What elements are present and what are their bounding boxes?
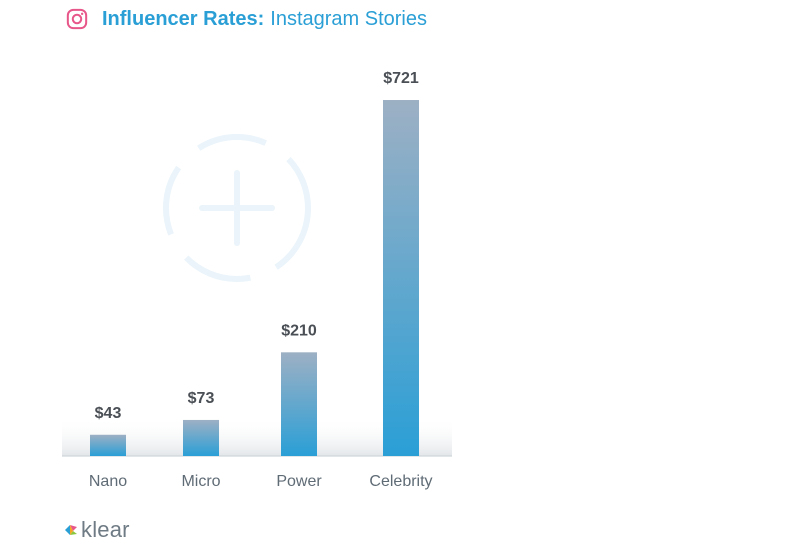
value-label-power: $210 bbox=[281, 322, 317, 339]
footer-brand: klear bbox=[64, 516, 130, 544]
chart-title-bold: Influencer Rates: bbox=[102, 7, 265, 30]
x-tick-label-power: Power bbox=[276, 473, 322, 490]
chart-title: Influencer Rates: Instagram Stories bbox=[102, 8, 427, 31]
x-tick-label-micro: Micro bbox=[181, 473, 220, 490]
value-label-celebrity: $721 bbox=[383, 70, 419, 87]
klear-logo-icon bbox=[65, 525, 77, 535]
value-label-micro: $73 bbox=[188, 390, 215, 407]
bar-micro bbox=[183, 419, 219, 456]
watermark-plus-icon bbox=[163, 134, 311, 282]
instagram-icon bbox=[66, 8, 88, 30]
x-tick-label-celebrity: Celebrity bbox=[369, 473, 432, 490]
value-label-nano: $43 bbox=[95, 405, 122, 422]
klear-brand-label: klear bbox=[81, 517, 130, 542]
value-labels-group: $43 $73 $210 $721 bbox=[95, 70, 419, 422]
chart-title-sub: Instagram Stories bbox=[270, 7, 427, 30]
x-tick-labels-group: Nano Micro Power Celebrity bbox=[89, 473, 433, 490]
bar-celebrity bbox=[383, 100, 419, 456]
chart-header: Influencer Rates: Instagram Stories bbox=[66, 6, 427, 32]
bars-group bbox=[90, 100, 419, 456]
bar-nano bbox=[90, 434, 126, 456]
bar-power bbox=[281, 352, 317, 456]
x-tick-label-nano: Nano bbox=[89, 473, 127, 490]
